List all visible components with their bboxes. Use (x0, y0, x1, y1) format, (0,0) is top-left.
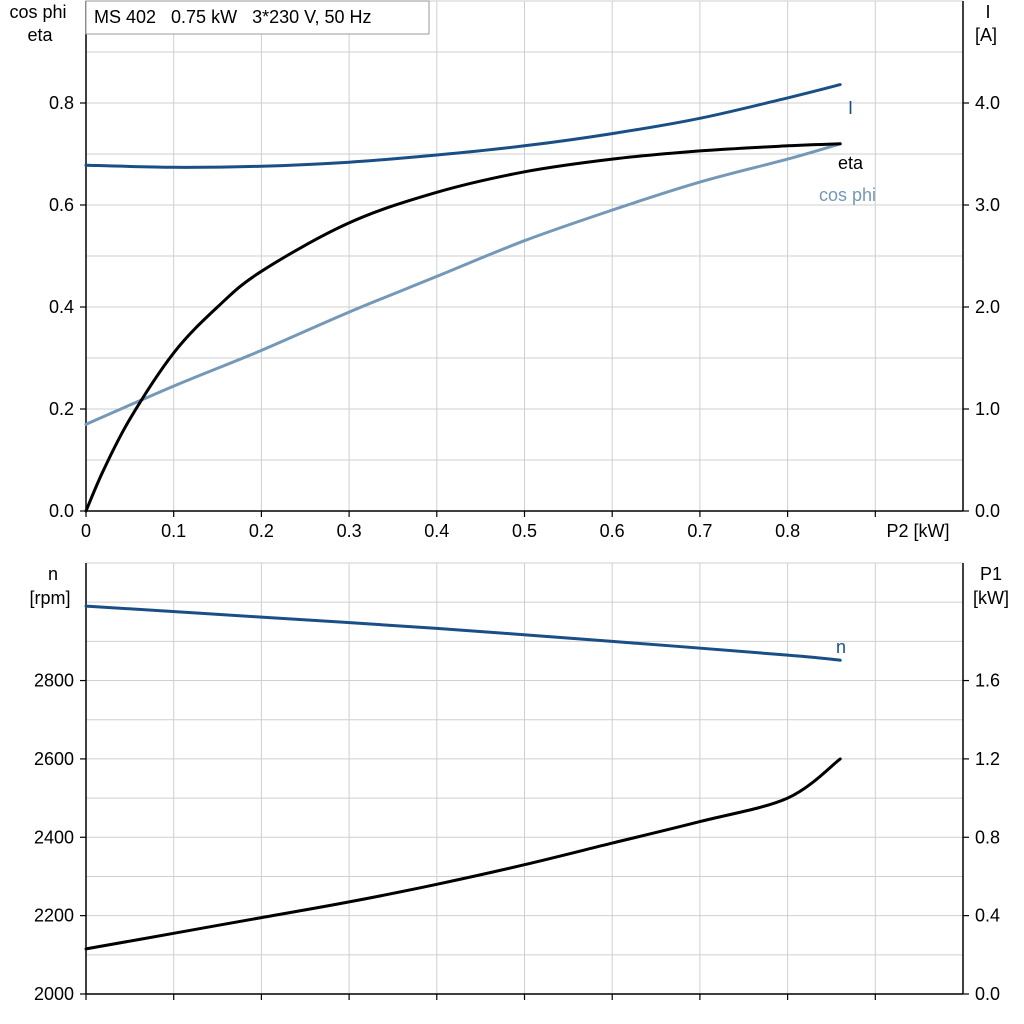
y-tick-label-right: 3.0 (975, 195, 1000, 215)
plot-series (84, 83, 842, 951)
header-title: MS 402 0.75 kW 3*230 V, 50 Hz (94, 7, 372, 27)
x-tick-label: 0.3 (337, 521, 362, 541)
top-left-axis-label-line1: cos phi (9, 2, 66, 22)
speed-curve (84, 604, 842, 662)
y-tick-label-right: 1.0 (975, 399, 1000, 419)
y-tick-label-right: 2.0 (975, 297, 1000, 317)
top-right-axis-label-line2: [A] (975, 25, 997, 45)
x-tick-label: 0.4 (424, 521, 449, 541)
y-tick-label-left: 2200 (34, 906, 74, 926)
y-tick-label-left: 0.4 (49, 297, 74, 317)
tick-labels: 0.0 0.2 0.4 0.6 0.8 0.0 1.0 2.0 3.0 4.0 0 0.1 0.2 0.3… (34, 93, 1000, 1004)
bottom-plot-grid (85, 562, 964, 995)
y-tick-label-left: 0.0 (49, 501, 74, 521)
series-label-eta: eta (838, 153, 864, 173)
x-tick-label: 0.6 (600, 521, 625, 541)
bottom-left-axis-label-line2: [rpm] (29, 588, 70, 608)
bottom-right-axis-label-line2: [kW] (973, 588, 1009, 608)
x-tick-label: 0.5 (512, 521, 537, 541)
top-right-axis-label-line1: I (985, 2, 990, 22)
y-tick-label-left: 2000 (34, 984, 74, 1004)
x-tick-label: 0.7 (687, 521, 712, 541)
x-axis-label: P2 [kW] (886, 521, 949, 541)
y-tick-label-left: 2400 (34, 827, 74, 847)
series-label-speed: n (836, 637, 846, 657)
x-tick-label: 0.2 (249, 521, 274, 541)
y-tick-label-left: 0.2 (49, 399, 74, 419)
y-tick-label-left: 2600 (34, 749, 74, 769)
bottom-right-axis-label-line1: P1 (980, 564, 1002, 584)
cos-phi-curve (84, 142, 842, 426)
y-tick-label-right: 0.8 (975, 827, 1000, 847)
y-tick-label-left: 0.8 (49, 93, 74, 113)
y-tick-label-right: 1.6 (975, 671, 1000, 691)
y-tick-label-left: 0.6 (49, 195, 74, 215)
x-tick-label: 0 (81, 521, 91, 541)
top-left-axis-label-line2: eta (27, 25, 53, 45)
current-curve (84, 83, 842, 169)
y-tick-label-right: 4.0 (975, 93, 1000, 113)
y-tick-label-right: 0.0 (975, 984, 1000, 1004)
bottom-left-axis-label-line1: n (48, 564, 58, 584)
x-tick-label: 0.1 (161, 521, 186, 541)
top-plot-grid (85, 0, 964, 512)
y-tick-label-right: 0.0 (975, 501, 1000, 521)
eta-curve (84, 142, 842, 513)
y-tick-label-right: 0.4 (975, 906, 1000, 926)
y-tick-label-left: 2800 (34, 671, 74, 691)
p1-curve (84, 757, 842, 951)
x-tick-label: 0.8 (775, 521, 800, 541)
series-label-cos-phi: cos phi (819, 185, 876, 205)
series-label-current: I (848, 98, 853, 118)
header-box (85, 0, 430, 35)
y-tick-label-right: 1.2 (975, 749, 1000, 769)
